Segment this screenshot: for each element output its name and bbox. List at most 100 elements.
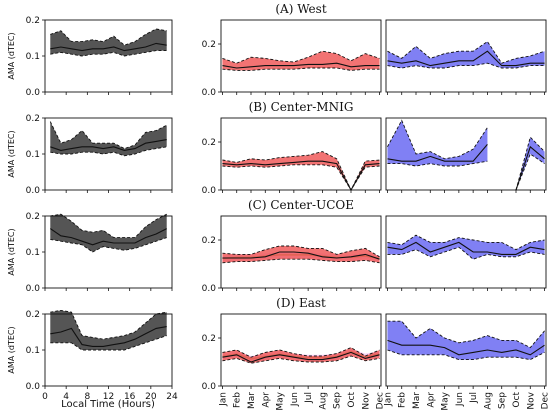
x-axis-label: Local Time (Hours) xyxy=(61,399,155,410)
y-tick-label: 0.2 xyxy=(202,334,216,344)
x-tick-label: Feb xyxy=(233,392,243,408)
y-axis-label: AMA (dTEC) xyxy=(7,32,16,79)
panel-frame xyxy=(220,117,382,191)
x-tick-label: Nov xyxy=(526,391,536,409)
y-tick-label: 0.0 xyxy=(202,284,217,294)
panel-hourly: 0.0 0.1 0.2 AMA (dTEC) 0 4 8 12 16 20 24 xyxy=(7,309,178,402)
panel-red: 0.0 0.2 xyxy=(202,19,382,98)
panel-frame xyxy=(220,19,382,93)
row-title: (B) Center-MNIG xyxy=(249,100,354,114)
y-tick-label: 0.0 xyxy=(26,186,41,196)
lower-line xyxy=(515,153,545,191)
mean-line xyxy=(50,326,167,347)
x-tick-label: 24 xyxy=(166,392,178,402)
panel-frame xyxy=(220,313,382,387)
x-tick-label: Mar xyxy=(412,392,422,409)
row-title: (D) East xyxy=(276,296,326,310)
y-tick-label: 0.0 xyxy=(26,284,41,294)
row-title: (C) Center-UCOE xyxy=(248,198,354,212)
x-tick-label: Nov xyxy=(361,391,371,409)
y-tick-label: 0.2 xyxy=(26,16,40,26)
y-tick-label: 0.1 xyxy=(26,150,40,160)
x-tick-label: 4 xyxy=(63,392,69,402)
x-tick-label: Jan xyxy=(218,392,228,407)
band-area xyxy=(50,121,167,156)
x-tick-label: Feb xyxy=(398,392,408,408)
mean-line xyxy=(387,339,545,356)
band-area xyxy=(387,321,545,360)
x-tick-label: 16 xyxy=(124,392,136,402)
mean-line xyxy=(222,351,380,363)
x-tick-label: Oct xyxy=(347,392,357,408)
x-tick-label: Dec xyxy=(376,392,386,409)
mean-line xyxy=(222,160,380,192)
band-area xyxy=(222,151,380,190)
x-tick-label: Oct xyxy=(512,392,522,408)
x-tick-label: Apr xyxy=(426,392,436,408)
x-tick-label: Aug xyxy=(318,392,328,410)
x-tick-label: 0 xyxy=(42,392,48,402)
panel-hourly: 0.0 0.1 0.2 AMA (dTEC) xyxy=(7,114,173,196)
lower-line xyxy=(387,246,545,260)
panel-hourly: 0.0 0.1 0.2 AMA (dTEC) xyxy=(7,16,173,98)
upper-line xyxy=(222,347,380,358)
y-tick-label: 0.2 xyxy=(26,114,40,124)
y-axis-label: AMA (dTEC) xyxy=(7,130,16,177)
mean-line xyxy=(50,42,167,52)
mean-line xyxy=(49,228,167,246)
upper-line xyxy=(50,213,167,239)
upper-line xyxy=(222,245,380,258)
lower-line xyxy=(387,62,545,69)
panel-frame xyxy=(385,215,547,289)
lower-line xyxy=(50,335,167,351)
lower-line xyxy=(222,355,380,364)
upper-line xyxy=(49,121,167,150)
x-tick-label: May xyxy=(441,391,451,410)
band-area xyxy=(222,347,380,364)
panel-frame xyxy=(220,215,382,289)
panel-frame xyxy=(385,117,547,191)
panel-blue: Jan Feb Mar Apr May Jun Jul Aug Sep Oct Nov Dec xyxy=(383,313,550,411)
x-tick-label: 12 xyxy=(103,392,114,402)
y-tick-label: 0.2 xyxy=(202,40,216,50)
lower-line xyxy=(222,164,380,191)
x-tick-label: Jul xyxy=(304,392,314,404)
x-tick-label: Aug xyxy=(483,392,493,410)
mean-line xyxy=(515,145,545,191)
x-tick-label: Dec xyxy=(541,392,550,409)
x-tick-label: Jun xyxy=(455,392,465,407)
panel-frame xyxy=(385,313,547,387)
mean-line xyxy=(222,251,380,260)
mean-line xyxy=(387,144,488,162)
y-tick-label: 0.1 xyxy=(26,52,40,62)
mean-line xyxy=(387,241,545,255)
y-tick-label: 0.2 xyxy=(202,138,216,148)
lower-line xyxy=(50,237,167,253)
upper-line xyxy=(387,320,545,349)
y-tick-label: 0.0 xyxy=(26,88,41,98)
y-tick-label: 0.0 xyxy=(202,382,217,392)
mean-line xyxy=(387,50,545,67)
y-tick-label: 0.2 xyxy=(26,212,40,222)
row-title: (A) West xyxy=(275,2,326,16)
x-tick-label: 20 xyxy=(145,392,157,402)
x-tick-label: Mar xyxy=(247,392,257,409)
lower-line xyxy=(387,349,545,361)
x-tick-label: Jan xyxy=(383,392,393,407)
x-tick-label: Sep xyxy=(498,392,508,409)
y-tick-label: 0.2 xyxy=(202,236,216,246)
lower-line xyxy=(222,258,380,264)
y-tick-label: 0.0 xyxy=(202,88,217,98)
band-area xyxy=(50,29,167,56)
band-area xyxy=(387,41,545,68)
x-tick-label: Apr xyxy=(261,392,271,408)
y-axis-label: AMA (dTEC) xyxy=(7,326,16,373)
y-tick-label: 0.2 xyxy=(26,310,40,320)
lower-line xyxy=(222,67,380,71)
x-tick-label: Sep xyxy=(333,392,343,409)
panel-frame xyxy=(385,19,547,93)
upper-line xyxy=(387,119,488,160)
panel-blue xyxy=(385,19,547,95)
panel-red: 0.0 0.2 xyxy=(202,117,382,196)
x-tick-label: May xyxy=(276,391,286,410)
